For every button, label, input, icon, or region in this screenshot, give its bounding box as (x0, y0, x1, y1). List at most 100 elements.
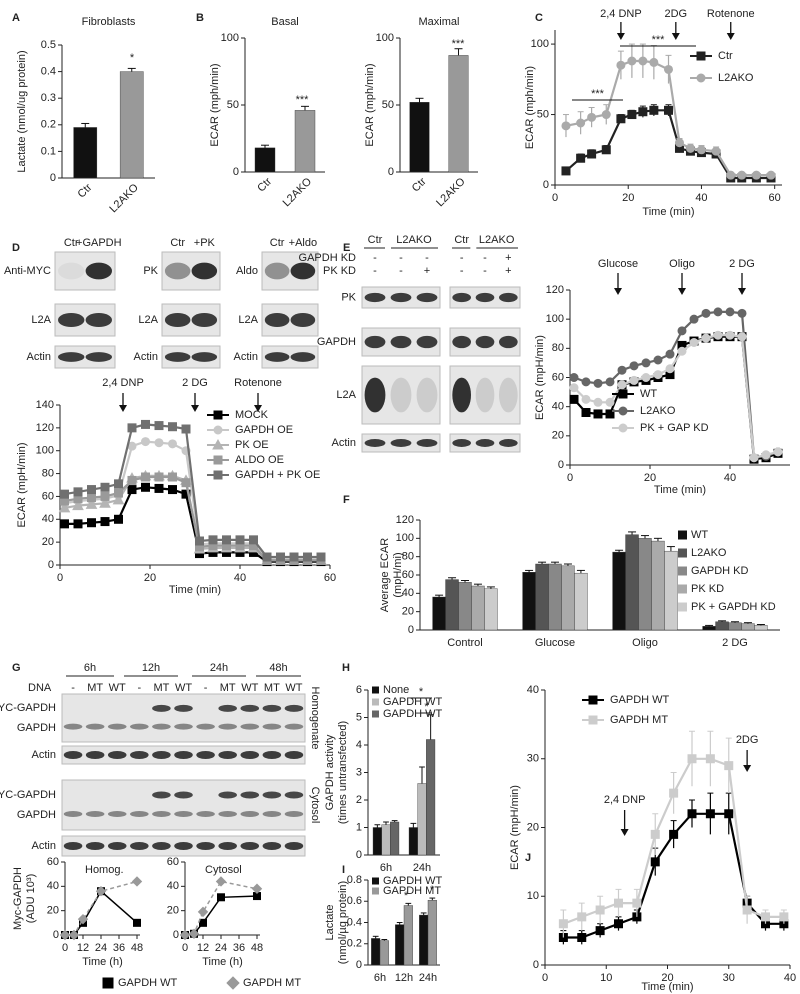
marker (618, 389, 628, 399)
marker (77, 913, 89, 925)
chart-title: Cytosol (205, 864, 242, 876)
marker (561, 166, 571, 176)
y-tick-label: 20 (552, 430, 564, 442)
marker (593, 409, 603, 419)
lane-label: +Aldo (289, 237, 317, 249)
marker (235, 535, 245, 545)
bar (561, 565, 575, 631)
marker (569, 373, 579, 382)
condition-sign: + (505, 265, 511, 277)
legend-swatch (678, 566, 687, 576)
y-axis-label: ECAR (mph/min) (364, 63, 376, 146)
marker (60, 489, 69, 499)
blot-band (196, 811, 215, 817)
row-label: PK (143, 265, 158, 277)
marker (576, 153, 586, 163)
blot-strip (61, 779, 306, 831)
x-tick-label: Ctr (76, 181, 95, 200)
blot-band (390, 292, 412, 303)
fraction-label: Homogenate (309, 687, 321, 750)
legend-label: Ctr (718, 50, 733, 62)
blot-band (240, 704, 260, 712)
bar (471, 585, 485, 631)
blot-band (152, 791, 171, 799)
row-label: Actin (32, 840, 56, 852)
arrow-head (119, 405, 127, 412)
y-tick-label: 0 (388, 166, 394, 178)
blot-band (174, 811, 193, 817)
legend-label: GAPDH + PK OE (235, 469, 320, 481)
marker (696, 73, 706, 83)
condition-label: PK KD (323, 265, 356, 277)
dna-lane: WT (175, 682, 192, 694)
annotation: 2 DG (729, 258, 755, 270)
marker (181, 424, 191, 434)
y-tick-label: 40 (42, 513, 54, 525)
marker (141, 482, 150, 492)
marker (742, 905, 752, 915)
marker (576, 118, 586, 128)
marker (127, 423, 137, 433)
annotation: Glucose (598, 258, 638, 270)
bar (419, 914, 429, 966)
x-tick-label: 12h (395, 972, 413, 984)
bar (702, 626, 716, 631)
y-axis-label: (ADU 10³) (25, 874, 37, 924)
annotation: 2 DG (182, 377, 208, 389)
row-label: Actin (332, 437, 356, 449)
condition-sign: - (460, 252, 464, 264)
y-tick-label: 0.6 (347, 895, 362, 907)
row-label: L2A (238, 314, 258, 326)
marker (262, 552, 272, 562)
significance: * (424, 701, 429, 713)
marker (724, 809, 734, 819)
x-tick-label: 0 (57, 572, 63, 584)
y-tick-label: 0 (48, 559, 54, 571)
blot-band (57, 312, 85, 328)
bar (372, 827, 382, 856)
y-tick-label: 3 (356, 766, 362, 778)
y-tick-label: 0 (356, 959, 362, 971)
y-tick-label: 100 (396, 532, 414, 544)
blot-band (218, 842, 237, 850)
y-axis-label: ECAR (mpH/min) (509, 785, 521, 870)
chart-title: Fibroblasts (82, 16, 136, 28)
y-tick-label: 20 (402, 606, 414, 618)
x-tick-label: Ctr (410, 175, 429, 194)
legend-label: L2AKO (718, 72, 754, 84)
significance: *** (296, 94, 310, 106)
y-axis-label: (nmol/µg protein) (337, 881, 349, 964)
marker (601, 110, 611, 120)
dna-lane: - (71, 682, 75, 694)
blot-band (63, 751, 83, 759)
blot-band (63, 811, 83, 817)
marker (222, 535, 231, 545)
y-tick-label: 0 (356, 849, 362, 861)
condition-sign: - (483, 252, 487, 264)
panel-letter: E (343, 242, 350, 254)
row-label: L2A (31, 314, 51, 326)
marker (593, 397, 603, 407)
y-tick-label: 60 (402, 569, 414, 581)
marker (653, 355, 663, 365)
blot-band (240, 811, 260, 817)
x-tick-label: 36 (233, 942, 245, 954)
y-tick-label: 0 (408, 624, 414, 636)
blot-band (416, 439, 438, 447)
blot-band (130, 723, 149, 730)
marker (569, 394, 579, 404)
blot-band (152, 723, 171, 730)
x-tick-label: 48 (251, 942, 263, 954)
condition-sign: - (483, 265, 487, 277)
arrow-head (726, 33, 735, 40)
legend-label: GAPDH MT (383, 885, 441, 897)
blot-band (416, 335, 438, 349)
bar (664, 550, 678, 631)
blot-band (262, 842, 282, 850)
blot-band (290, 262, 316, 280)
row-label: Actin (27, 351, 51, 363)
chart-title: Homog. (85, 864, 124, 876)
blot-band (240, 751, 260, 759)
marker (773, 447, 783, 457)
bar (612, 551, 626, 631)
